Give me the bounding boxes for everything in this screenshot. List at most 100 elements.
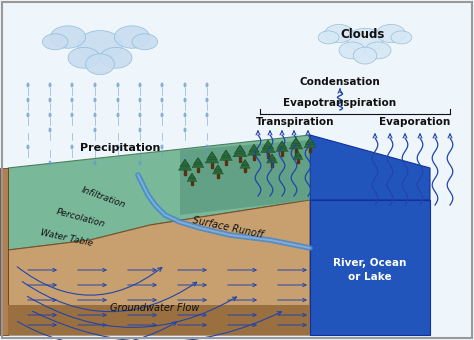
Polygon shape <box>8 200 310 335</box>
Text: Condensation: Condensation <box>300 77 380 87</box>
Ellipse shape <box>27 144 29 150</box>
Ellipse shape <box>117 144 119 150</box>
Polygon shape <box>250 144 258 150</box>
Polygon shape <box>247 146 261 155</box>
Text: Groundwater Flow: Groundwater Flow <box>110 303 200 313</box>
Polygon shape <box>181 159 189 165</box>
Ellipse shape <box>27 113 29 118</box>
Ellipse shape <box>138 160 142 166</box>
Polygon shape <box>240 161 250 168</box>
Polygon shape <box>262 140 274 149</box>
Ellipse shape <box>117 98 119 102</box>
Ellipse shape <box>48 113 52 118</box>
Polygon shape <box>178 161 191 170</box>
Text: Precipitation: Precipitation <box>80 143 160 153</box>
Ellipse shape <box>206 144 209 150</box>
Polygon shape <box>304 139 316 148</box>
Ellipse shape <box>93 128 97 133</box>
Bar <box>217 174 219 178</box>
Ellipse shape <box>365 42 391 59</box>
Text: Percolation: Percolation <box>55 207 106 229</box>
Ellipse shape <box>206 83 209 87</box>
Bar <box>211 163 213 168</box>
Ellipse shape <box>161 144 164 150</box>
Ellipse shape <box>183 113 186 118</box>
Text: Infiltration: Infiltration <box>80 186 127 210</box>
Text: Evapotranspiration: Evapotranspiration <box>283 98 397 108</box>
Polygon shape <box>214 165 222 171</box>
Polygon shape <box>0 168 8 335</box>
Polygon shape <box>264 140 272 147</box>
Polygon shape <box>242 159 248 164</box>
Ellipse shape <box>183 98 186 102</box>
Polygon shape <box>305 138 315 144</box>
Ellipse shape <box>93 160 97 166</box>
Text: Transpiration: Transpiration <box>256 117 334 127</box>
Text: Water Table: Water Table <box>40 228 94 248</box>
Bar <box>267 153 269 158</box>
Polygon shape <box>205 153 219 163</box>
Ellipse shape <box>93 98 97 102</box>
Polygon shape <box>292 138 300 143</box>
Ellipse shape <box>71 83 73 87</box>
Text: Surface Runoff: Surface Runoff <box>192 216 264 240</box>
Polygon shape <box>268 154 276 160</box>
Ellipse shape <box>138 98 142 102</box>
Bar <box>309 148 311 152</box>
Ellipse shape <box>117 83 119 87</box>
Ellipse shape <box>71 144 73 150</box>
Polygon shape <box>187 174 197 182</box>
Polygon shape <box>295 151 301 155</box>
Ellipse shape <box>50 26 86 48</box>
Bar <box>239 157 241 162</box>
Ellipse shape <box>48 83 52 87</box>
Ellipse shape <box>132 34 157 50</box>
Polygon shape <box>277 141 287 148</box>
Ellipse shape <box>27 98 29 102</box>
Ellipse shape <box>318 31 339 44</box>
Polygon shape <box>8 305 310 335</box>
Ellipse shape <box>377 24 405 42</box>
Bar <box>191 182 193 185</box>
Bar <box>244 168 246 172</box>
Polygon shape <box>212 166 224 174</box>
Bar <box>271 163 273 167</box>
Ellipse shape <box>339 42 365 59</box>
Polygon shape <box>236 145 244 151</box>
Polygon shape <box>195 157 201 163</box>
Ellipse shape <box>206 98 209 102</box>
Polygon shape <box>215 165 221 170</box>
Ellipse shape <box>86 54 114 74</box>
Ellipse shape <box>71 113 73 118</box>
Bar <box>197 168 199 172</box>
Ellipse shape <box>68 47 100 68</box>
Ellipse shape <box>183 128 186 133</box>
Polygon shape <box>180 140 310 215</box>
Polygon shape <box>278 141 285 147</box>
Polygon shape <box>276 143 288 151</box>
Polygon shape <box>307 138 313 143</box>
Ellipse shape <box>206 113 209 118</box>
Polygon shape <box>289 139 303 149</box>
Ellipse shape <box>325 24 353 42</box>
Polygon shape <box>291 138 301 146</box>
Polygon shape <box>180 159 190 167</box>
Ellipse shape <box>353 47 377 64</box>
Ellipse shape <box>100 47 132 68</box>
Ellipse shape <box>48 128 52 133</box>
Ellipse shape <box>138 83 142 87</box>
Polygon shape <box>193 158 203 165</box>
Polygon shape <box>293 153 303 159</box>
Ellipse shape <box>183 83 186 87</box>
Bar <box>225 160 227 165</box>
Polygon shape <box>310 135 430 200</box>
Text: River, Ocean
or Lake: River, Ocean or Lake <box>333 258 407 282</box>
Polygon shape <box>235 145 246 153</box>
Ellipse shape <box>78 31 122 60</box>
Ellipse shape <box>183 160 186 166</box>
Ellipse shape <box>161 98 164 102</box>
Ellipse shape <box>347 28 383 52</box>
Polygon shape <box>294 151 302 157</box>
Polygon shape <box>266 155 277 163</box>
Polygon shape <box>222 150 229 155</box>
